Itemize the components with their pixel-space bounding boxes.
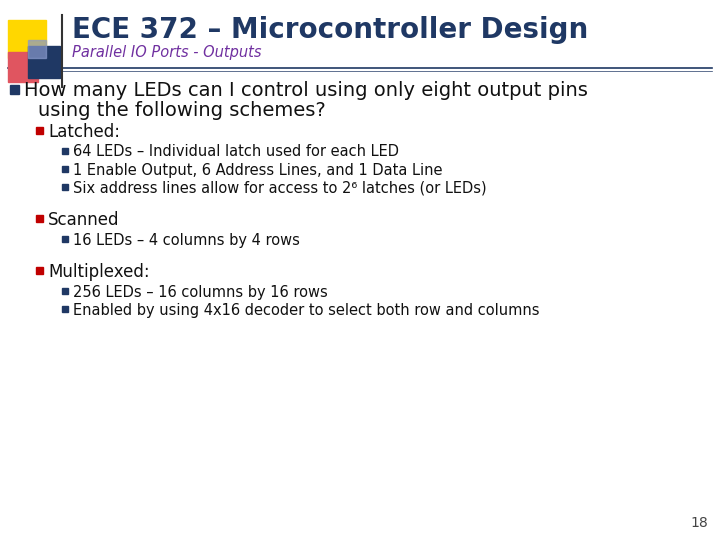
Bar [8, 52, 38, 82]
Bar [36, 215, 43, 222]
Text: 16 LEDs – 4 columns by 4 rows: 16 LEDs – 4 columns by 4 rows [73, 233, 300, 247]
Bar [28, 40, 46, 58]
Bar [36, 267, 43, 274]
Text: 64 LEDs – Individual latch used for each LED: 64 LEDs – Individual latch used for each… [73, 145, 399, 159]
Bar [62, 166, 68, 172]
Text: 1 Enable Output, 6 Address Lines, and 1 Data Line: 1 Enable Output, 6 Address Lines, and 1 … [73, 163, 443, 178]
Text: Six address lines allow for access to 2⁶ latches (or LEDs): Six address lines allow for access to 2⁶… [73, 180, 487, 195]
Text: using the following schemes?: using the following schemes? [38, 100, 325, 119]
Bar [62, 306, 68, 312]
Bar [28, 46, 60, 78]
Bar [62, 148, 68, 154]
Text: Enabled by using 4x16 decoder to select both row and columns: Enabled by using 4x16 decoder to select … [73, 302, 539, 318]
Text: How many LEDs can I control using only eight output pins: How many LEDs can I control using only e… [24, 82, 588, 100]
Bar [8, 20, 46, 58]
Text: Latched:: Latched: [48, 123, 120, 141]
Text: Scanned: Scanned [48, 211, 120, 229]
Text: Parallel IO Ports - Outputs: Parallel IO Ports - Outputs [72, 44, 261, 59]
Text: ECE 372 – Microcontroller Design: ECE 372 – Microcontroller Design [72, 16, 588, 44]
Text: Multiplexed:: Multiplexed: [48, 263, 150, 281]
Bar [36, 127, 43, 134]
Text: 256 LEDs – 16 columns by 16 rows: 256 LEDs – 16 columns by 16 rows [73, 285, 328, 300]
Bar [62, 288, 68, 294]
Bar [62, 184, 68, 190]
Bar [10, 85, 19, 94]
Bar [62, 236, 68, 242]
Text: 18: 18 [690, 516, 708, 530]
